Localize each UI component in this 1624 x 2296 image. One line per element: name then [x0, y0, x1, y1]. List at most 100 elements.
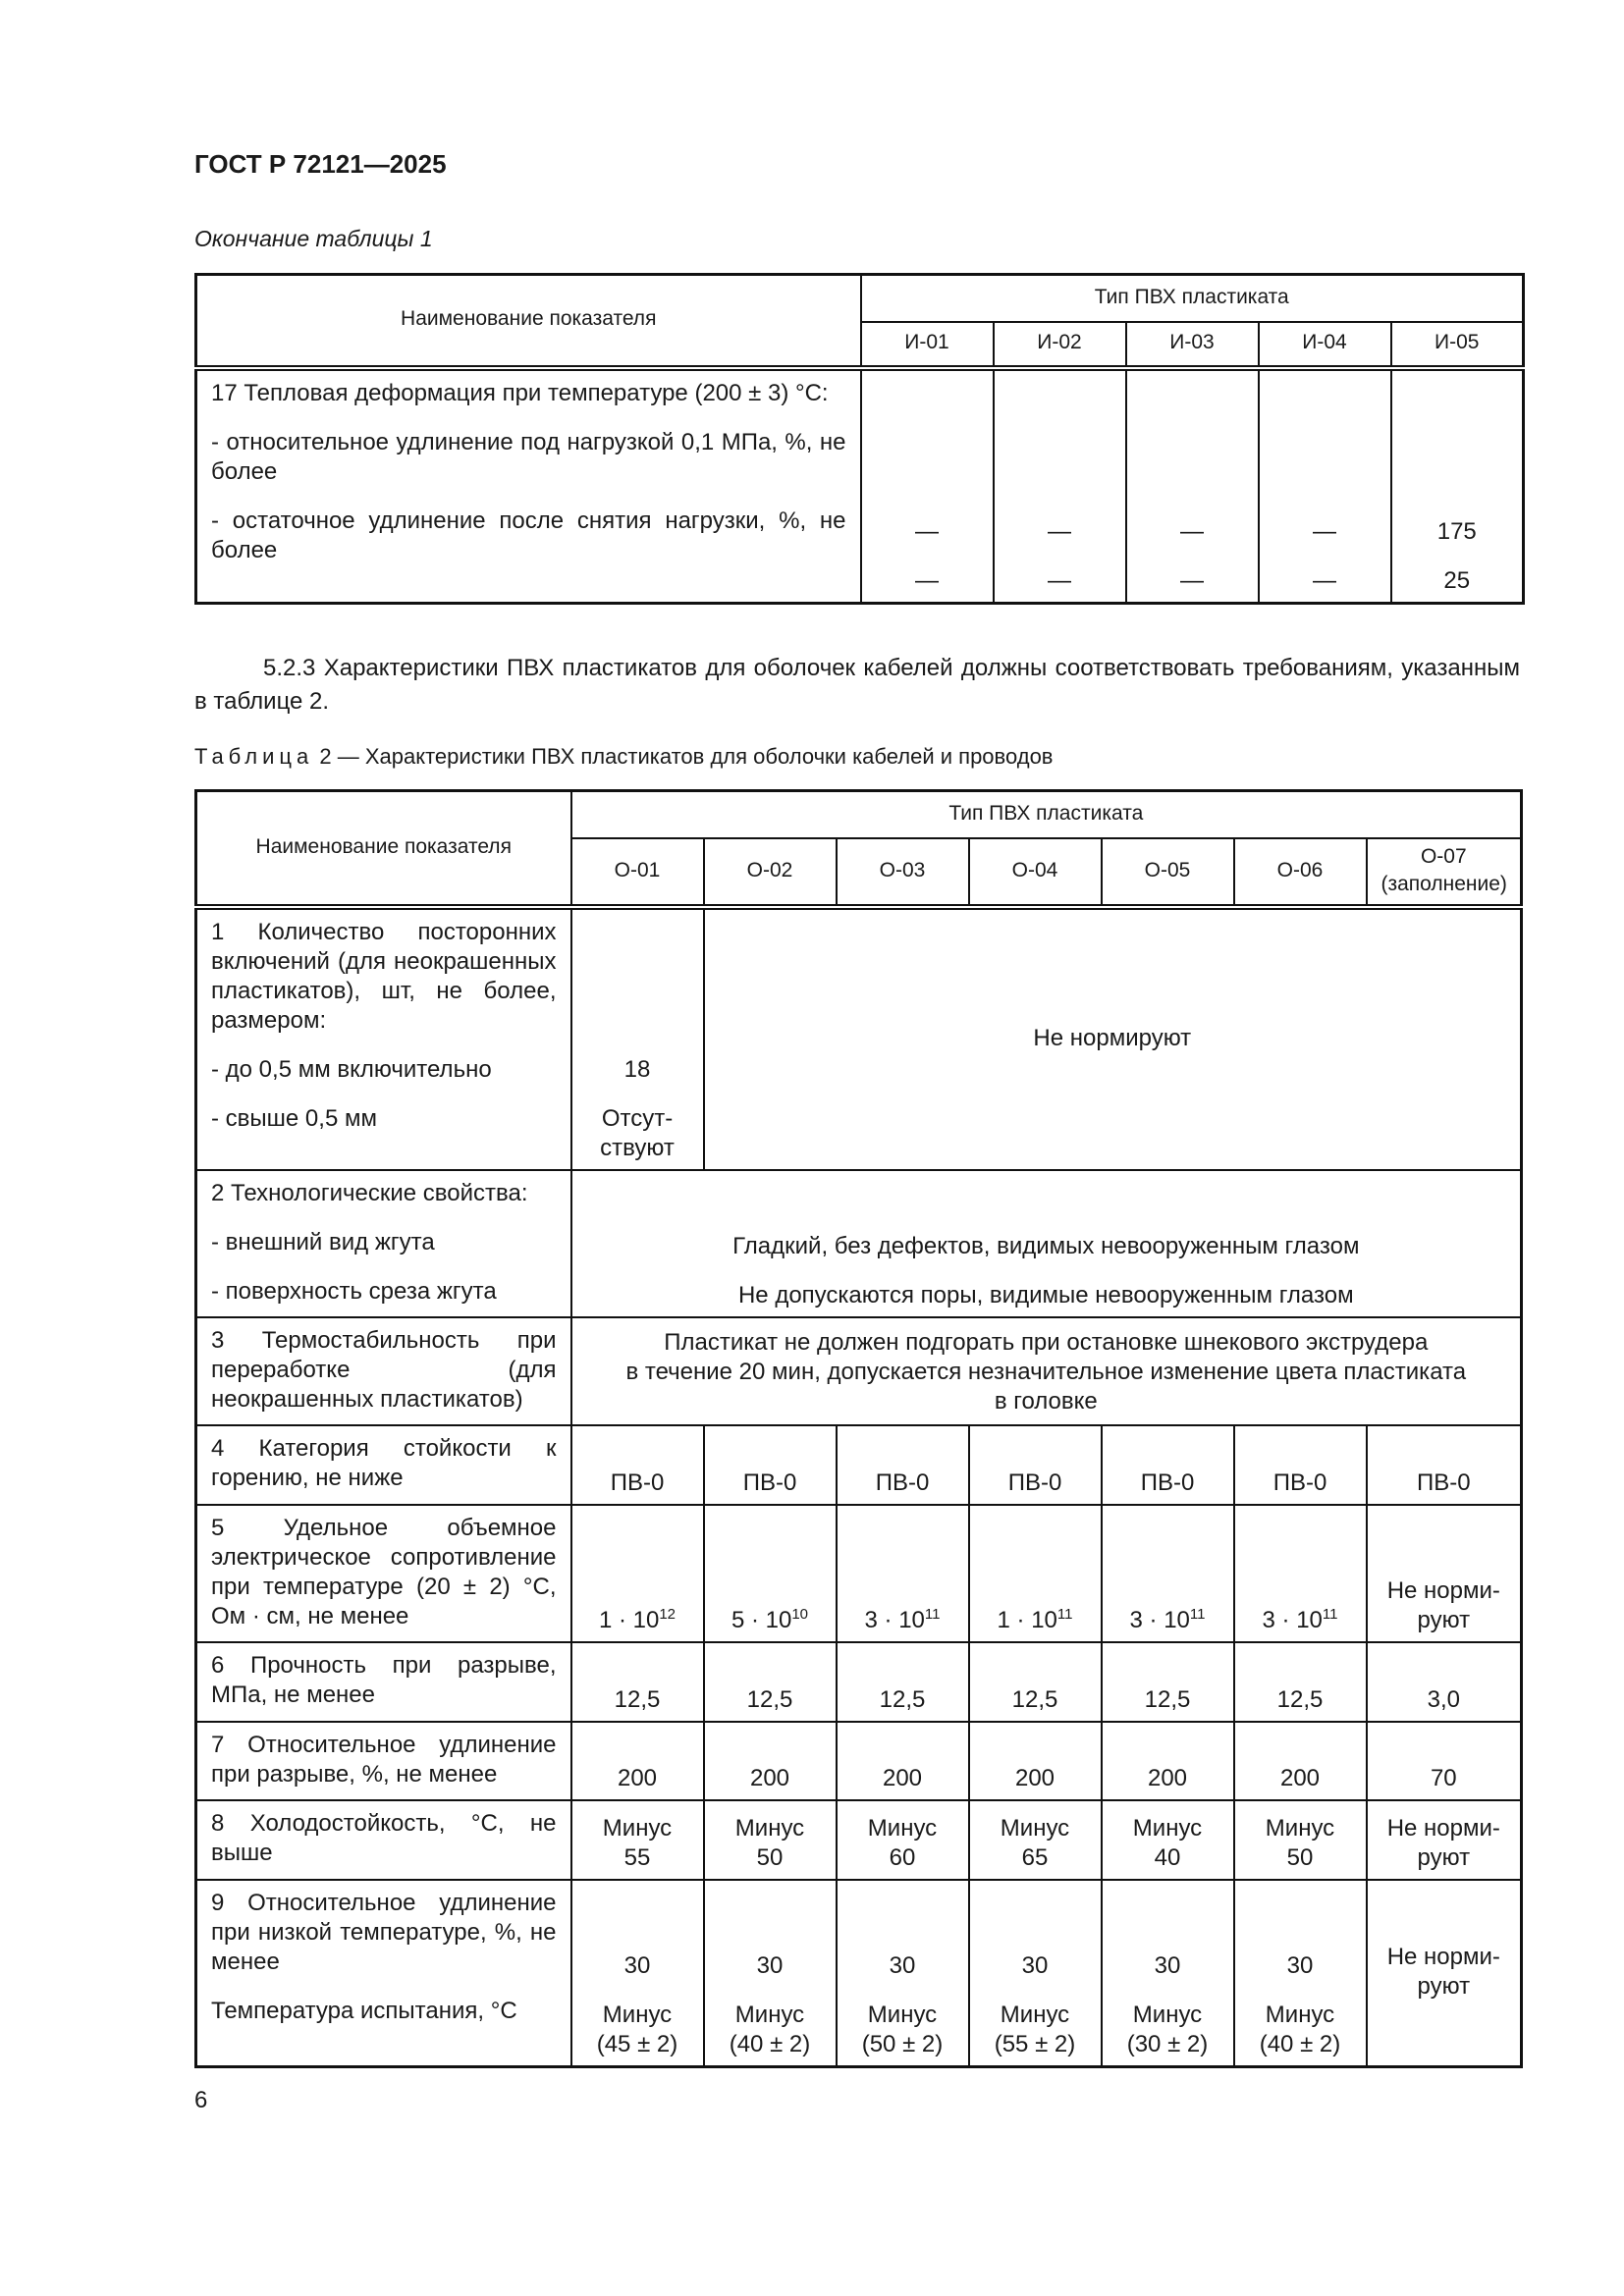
value-cell: 12,5 — [1232, 1640, 1368, 1723]
value-cell: 30 Минус (50 ± 2) — [835, 1878, 970, 2068]
value-paragraph: Не допускаются поры, видимые невооруженн… — [737, 1281, 1354, 1308]
value-paragraph: 175 — [1436, 518, 1477, 545]
column-header-о-03: О-03 — [835, 836, 970, 910]
label-paragraph: 5 Удельное объемное электрическое сопрот… — [211, 1514, 557, 1629]
column-header-о-06: О-06 — [1232, 836, 1368, 910]
value-cell: ПВ-0 — [702, 1423, 838, 1506]
value-paragraph: Минус 50 — [1265, 1814, 1335, 1871]
value-cell: Не норми- руют — [1365, 1503, 1523, 1643]
table-1: Наименование показателя Тип ПВХ пластикат… — [194, 273, 1526, 605]
value-cell: Минус 55 — [569, 1798, 705, 1881]
row-label: 4 Категория стойкости к горению, не ниже — [194, 1423, 572, 1506]
value-paragraph: Не норми- руют — [1386, 1943, 1500, 2000]
column-header-и-01: И-01 — [859, 320, 995, 371]
value-paragraph: 30 — [623, 1952, 651, 1979]
label-paragraph: - свыше 0,5 мм — [211, 1104, 377, 1132]
value-paragraph: ПВ-0 — [875, 1468, 930, 1496]
value-exponent: 11 — [1056, 1605, 1073, 1623]
label-paragraph: 7 Относительное удлинение при разрыве, %… — [211, 1731, 557, 1788]
value-paragraph: 12,5 — [1276, 1685, 1324, 1713]
value-paragraph: 30 — [889, 1952, 916, 1979]
value-paragraph: Минус 55 — [602, 1814, 673, 1871]
value-paragraph: Отсут- ствуют — [600, 1104, 675, 1161]
value-cell: 200 — [702, 1720, 838, 1801]
table-row: 2 Технологические свойства: - внешний вид… — [194, 1168, 1523, 1318]
value-paragraph: 12,5 — [746, 1685, 793, 1713]
value-cell: 200 — [1232, 1720, 1368, 1801]
value-cell: 1 · 1012 — [569, 1503, 705, 1643]
value-paragraph: 200 — [882, 1764, 923, 1791]
value-paragraph: 12,5 — [879, 1685, 926, 1713]
value-paragraph: ПВ-0 — [1272, 1468, 1327, 1496]
column-header-о-05: О-05 — [1100, 836, 1235, 910]
table-row: 6 Прочность при разрыве, МПа, не менее 12… — [194, 1640, 1523, 1723]
table-row: 5 Удельное объемное электрическое сопрот… — [194, 1503, 1523, 1643]
value-paragraph: — — [1180, 518, 1204, 545]
value-paragraph: — — [915, 518, 939, 545]
label-paragraph: 4 Категория стойкости к горению, не ниже — [211, 1434, 557, 1491]
column-header-name: Наименование показателя — [194, 789, 572, 910]
label-paragraph: - остаточное удлинение после снятия нагр… — [211, 507, 846, 563]
label-paragraph: 6 Прочность при разрыве, МПа, не менее — [211, 1651, 557, 1708]
value-cell: 30 Минус (45 ± 2) — [569, 1878, 705, 2068]
table-2: Наименование показателя Тип ПВХ пластикат… — [194, 789, 1524, 2068]
value-exponent: 11 — [1322, 1605, 1338, 1623]
column-header-type: Тип ПВХ пластиката — [859, 273, 1525, 323]
value-paragraph: 200 — [617, 1764, 658, 1791]
value-paragraph: Минус 60 — [867, 1814, 938, 1871]
header-row: И-01 И-02 И-03 И-04 И-05 — [196, 320, 1525, 371]
caption-text: 2 — Характеристики ПВХ пластикатов для о… — [319, 744, 1054, 769]
value-cell: Не нормируют — [702, 905, 1523, 1171]
value-paragraph: Минус 40 — [1132, 1814, 1203, 1871]
value-paragraph: Не норми- руют — [1386, 1814, 1500, 1871]
value-text: 1 · 10 — [997, 1606, 1057, 1633]
value-cell: 200 — [835, 1720, 970, 1801]
table-row: 1 Количество посторонних включений (для … — [194, 905, 1523, 1171]
value-paragraph: Не нормируют — [1033, 1024, 1192, 1051]
value-cell: — — — [859, 366, 995, 605]
label-paragraph: 1 Количество посторонних включений (для … — [211, 918, 557, 1034]
value-cell: 30 Минус (55 ± 2) — [967, 1878, 1103, 2068]
label-paragraph: 17 Тепловая деформация при температуре (… — [211, 379, 829, 406]
value-cell: Минус 40 — [1100, 1798, 1235, 1881]
value-paragraph: Гладкий, без дефектов, видимых невооруже… — [732, 1232, 1360, 1259]
value-paragraph: — — [1048, 518, 1071, 545]
value-paragraph: Не норми- руют — [1386, 1576, 1500, 1633]
row-label: 9 Относительное удлинение при низкой тем… — [194, 1878, 572, 2068]
label-paragraph: 9 Относительное удлинение при низкой тем… — [211, 1889, 557, 1975]
value-cell: ПВ-0 — [1365, 1423, 1523, 1506]
document-id: ГОСТ Р 72121—2025 — [194, 149, 447, 179]
value-paragraph: Минус (30 ± 2) — [1126, 2002, 1209, 2057]
value-paragraph: 70 — [1430, 1764, 1457, 1791]
value-paragraph: — — [915, 567, 939, 594]
label-paragraph: 3 Термостабильность при переработке (для… — [211, 1326, 557, 1413]
value-cell: Гладкий, без дефектов, видимых невооруже… — [569, 1168, 1523, 1318]
table-row: 7 Относительное удлинение при разрыве, %… — [194, 1720, 1523, 1801]
value-cell: 12,5 — [835, 1640, 970, 1723]
table-row: 4 Категория стойкости к горению, не ниже… — [194, 1423, 1523, 1506]
value-paragraph: 12,5 — [1011, 1685, 1058, 1713]
value-cell: — — — [992, 366, 1127, 605]
value-cell: 12,5 — [1100, 1640, 1235, 1723]
value-paragraph: ПВ-0 — [1007, 1468, 1062, 1496]
column-header-и-03: И-03 — [1124, 320, 1260, 371]
label-paragraph: - поверхность среза жгута — [211, 1277, 497, 1305]
value-cell: 70 — [1365, 1720, 1523, 1801]
value-paragraph: 25 — [1443, 567, 1471, 594]
value-cell: 3 · 1011 — [1232, 1503, 1368, 1643]
label-paragraph: - относительное удлинение под нагрузкой … — [211, 428, 846, 485]
value-paragraph: ПВ-0 — [1140, 1468, 1195, 1496]
column-header-и-02: И-02 — [992, 320, 1127, 371]
value-cell: Минус 60 — [835, 1798, 970, 1881]
page-number: 6 — [194, 2087, 208, 2113]
label-paragraph: - внешний вид жгута — [211, 1228, 435, 1255]
value-paragraph: Минус 50 — [734, 1814, 805, 1871]
row-label: 7 Относительное удлинение при разрыве, %… — [194, 1720, 572, 1801]
value-paragraph: 200 — [1279, 1764, 1321, 1791]
row-label: 2 Технологические свойства: - внешний вид… — [194, 1168, 572, 1318]
value-paragraph: ПВ-0 — [742, 1468, 797, 1496]
value-cell: — — — [1124, 366, 1260, 605]
table-row: 9 Относительное удлинение при низкой тем… — [194, 1878, 1523, 2068]
row-label: 1 Количество посторонних включений (для … — [194, 905, 572, 1171]
value-cell: 5 · 1010 — [702, 1503, 838, 1643]
